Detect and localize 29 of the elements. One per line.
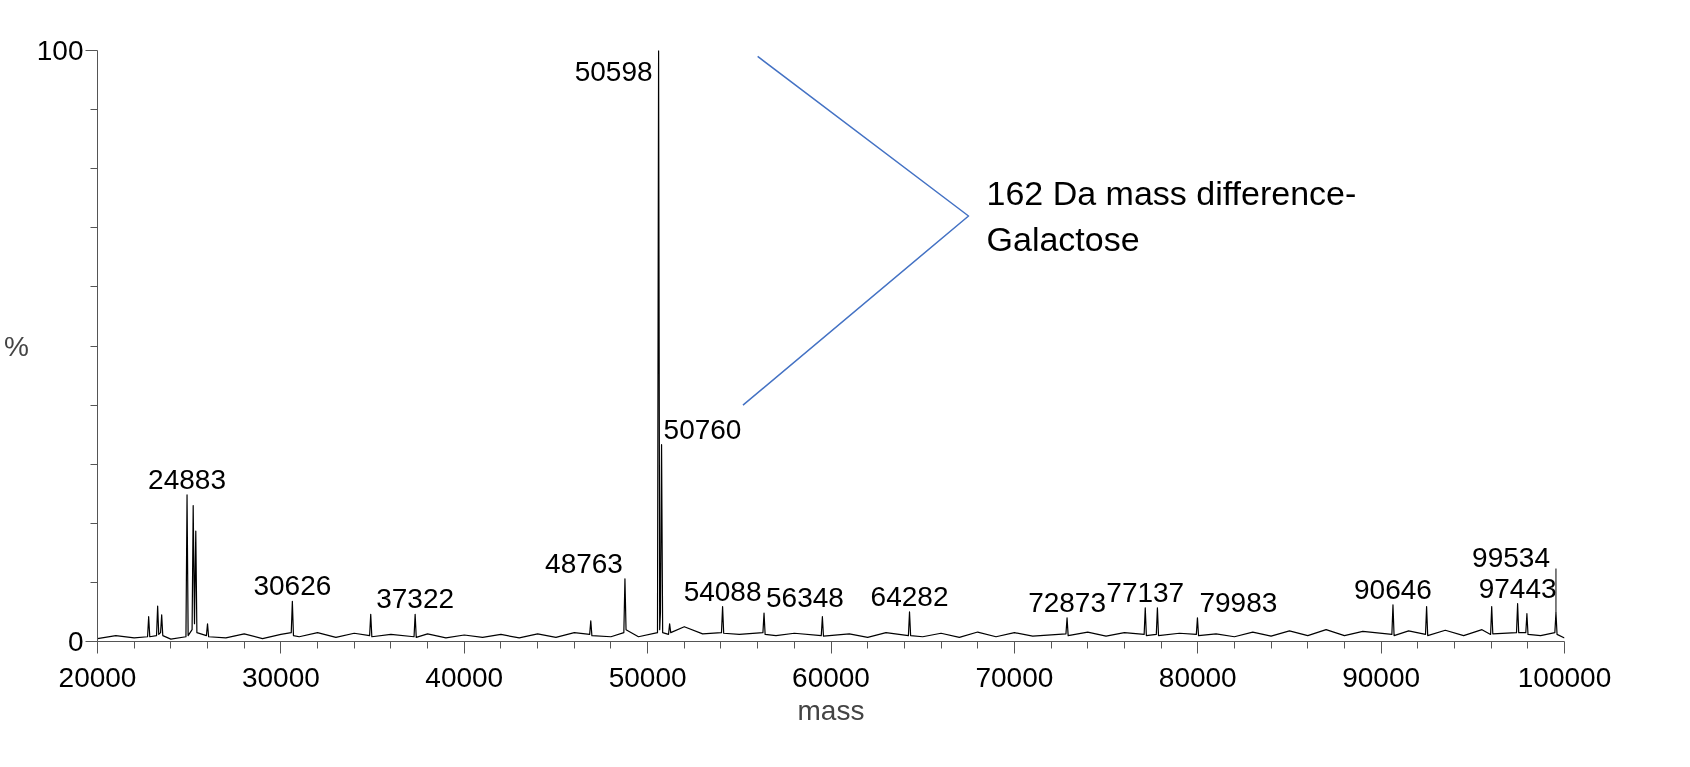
annotation: 162 Da mass difference- Galactose — [986, 174, 1357, 258]
x-axis-title: mass — [797, 694, 865, 726]
annotation: 99534 — [1472, 541, 1550, 573]
x-tick-label: 90000 — [1342, 661, 1421, 693]
x-tick-label: 70000 — [975, 661, 1054, 693]
y-tick-label: 100 — [36, 35, 84, 66]
annotation: 30626 — [253, 570, 332, 602]
annotation: 48763 — [545, 547, 623, 579]
annotation: 50760 — [663, 413, 742, 445]
x-tick-label: 50000 — [608, 661, 687, 693]
x-tick-label: 80000 — [1158, 661, 1237, 693]
annotation: 37322 — [376, 583, 455, 615]
annotation: 64282 — [870, 580, 949, 612]
y-tick-label: 0 — [67, 626, 84, 657]
annotation: 56348 — [766, 582, 844, 614]
x-tick-label: 100000 — [1517, 661, 1612, 693]
annotation: 24883 — [148, 463, 226, 495]
x-tick-label: 40000 — [425, 661, 504, 693]
annotation: 50598 — [574, 55, 653, 87]
x-tick-label: 20000 — [58, 661, 137, 693]
annotation: 77137 — [1106, 576, 1185, 608]
annotation: 54088 — [683, 575, 762, 607]
x-tick-label: 60000 — [792, 661, 870, 693]
y-axis-title: % — [3, 330, 29, 362]
annotation: 97443 — [1478, 572, 1557, 604]
x-tick-label: 30000 — [241, 661, 320, 693]
annotation: 90646 — [1354, 573, 1432, 605]
annotation: 72873 — [1028, 586, 1106, 618]
annotation: 79983 — [1199, 586, 1278, 618]
